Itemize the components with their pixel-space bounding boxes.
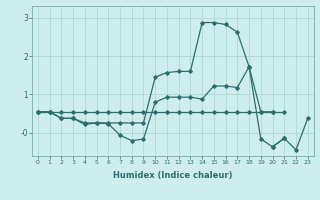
X-axis label: Humidex (Indice chaleur): Humidex (Indice chaleur) [113, 171, 233, 180]
